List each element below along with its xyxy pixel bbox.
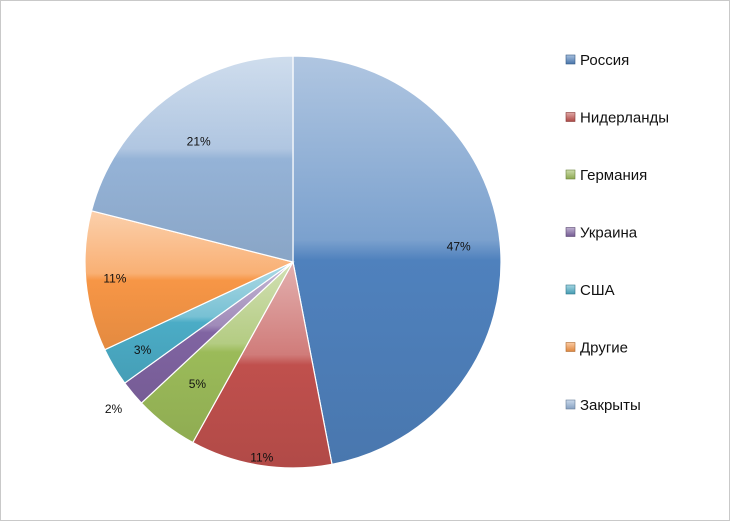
slice-label-5: 3% [134,343,152,357]
legend: Россия Нидерланды Германия Украина США Другие… [565,52,669,414]
pie-slice-1 [292,55,502,466]
legend-label-7: Закрыты [580,397,641,414]
slice-label-4: 2% [105,402,123,416]
pie-slice-2 [191,260,333,469]
slice-label-1: 47% [447,240,471,254]
pie-slices [84,55,502,469]
legend-swatch-4 [565,227,576,237]
slice-labels: 47% 11% 5% 2% 3% 11% 21% [103,135,471,465]
legend-swatch-2 [565,112,576,122]
legend-swatch-7 [565,399,576,410]
legend-label-6: Другие [580,340,628,357]
slice-label-7: 21% [187,135,211,149]
slice-label-2: 11% [250,450,273,464]
legend-label-3: Германия [580,167,647,184]
pie-slice-6 [84,210,295,351]
slice-label-3: 5% [189,377,207,391]
legend-label-5: США [580,282,615,299]
legend-label-1: Россия [580,52,629,69]
slice-label-6: 11% [103,272,126,286]
legend-label-2: Нидерланды [580,110,669,127]
legend-swatch-3 [565,169,576,180]
legend-swatch-5 [565,284,576,295]
legend-swatch-1 [565,54,576,65]
pie-slice-7 [90,55,294,263]
legend-swatch-6 [565,342,576,352]
legend-label-4: Украина [580,225,638,242]
